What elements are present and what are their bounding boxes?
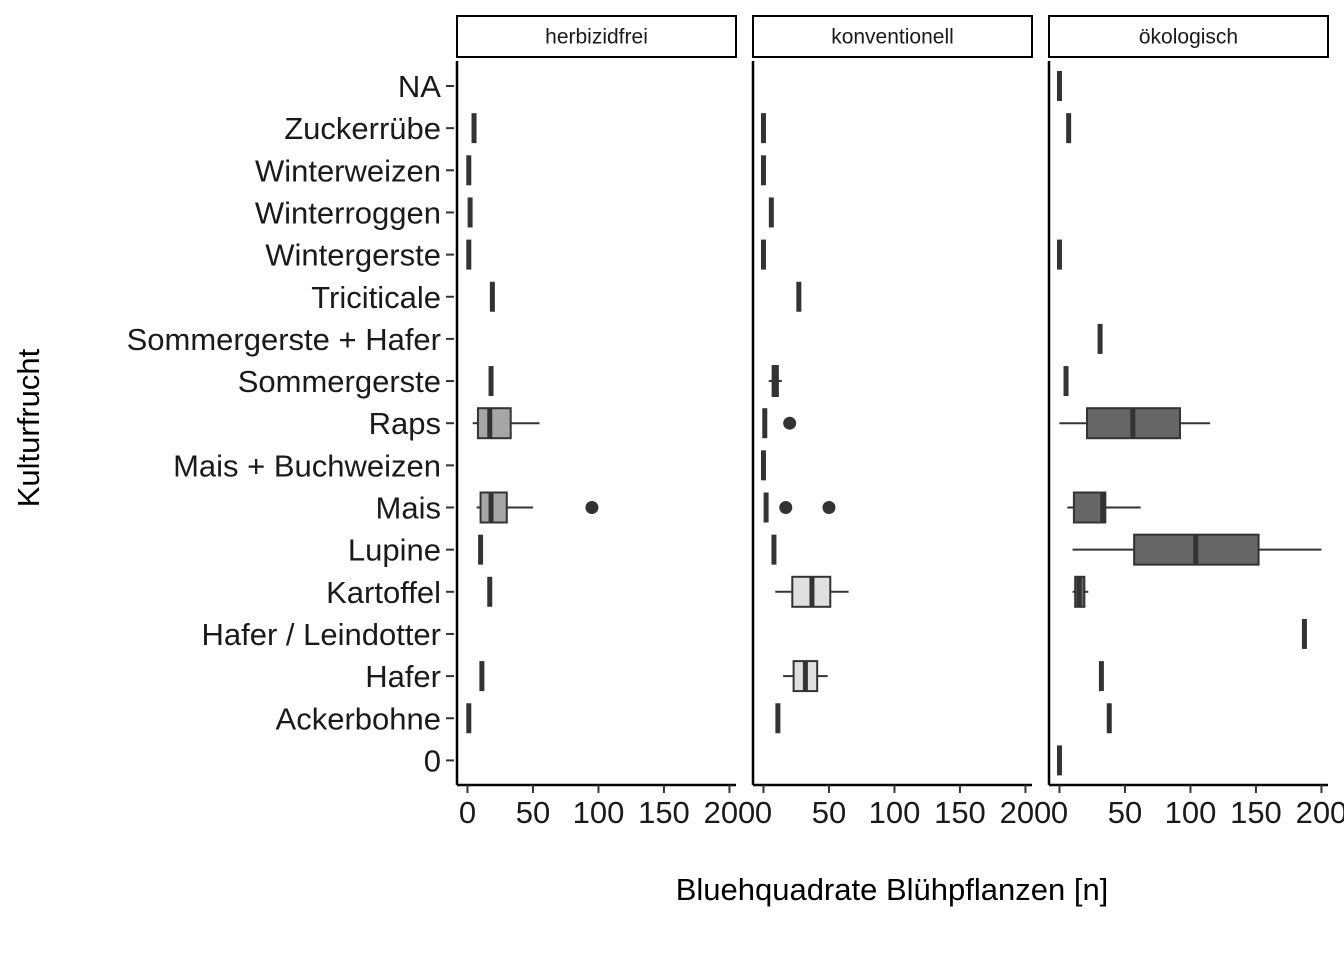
y-tick-label: Sommergerste — [238, 364, 441, 399]
x-tick-label: 100 — [1165, 795, 1217, 830]
outlier-point — [783, 416, 797, 430]
box-group — [783, 660, 828, 693]
x-tick-label: 200 — [1000, 795, 1052, 830]
x-tick-label: 0 — [1051, 795, 1068, 830]
outlier-point — [822, 501, 836, 514]
y-axis: NA Zuckerrübe Winterweizen Winterroggen Wint… — [127, 69, 454, 778]
x-tick-label: 200 — [704, 795, 756, 830]
facet-strip — [752, 15, 1033, 58]
y-tick-label: NA — [398, 69, 441, 104]
y-tick-label: Kartoffel — [326, 575, 441, 610]
y-tick-label: Winterweizen — [255, 153, 441, 188]
y-tick-label: Winterroggen — [255, 195, 441, 230]
outlier-point — [585, 501, 599, 514]
x-tick-label: 50 — [812, 795, 846, 830]
facet-panel: herbizidfrei 0 50 100 150 200 — [455, 15, 756, 830]
y-tick-label: 0 — [424, 743, 441, 778]
x-tick-label: 200 — [1296, 795, 1344, 830]
outlier-point — [779, 501, 793, 514]
box-group — [472, 407, 540, 440]
y-tick-label: Triciticale — [311, 280, 441, 315]
y-tick-label: Raps — [369, 406, 441, 441]
y-tick-label: Sommergerste + Hafer — [127, 322, 441, 357]
x-tick-label: 50 — [1108, 795, 1142, 830]
x-tick-label: 150 — [638, 795, 690, 830]
box-body — [476, 407, 512, 440]
box-body — [479, 491, 508, 524]
box-group — [1072, 533, 1322, 566]
box-group — [763, 492, 836, 523]
x-tick-label: 50 — [516, 795, 550, 830]
facet-strip-label: ökologisch — [1139, 26, 1238, 49]
box-group — [775, 575, 849, 608]
y-tick-label: Zuckerrübe — [284, 111, 441, 146]
x-axis-title: Bluehquadrate Blühpflanzen [n] — [676, 872, 1109, 907]
x-tick-label: 0 — [459, 795, 476, 830]
x-tick-label: 150 — [1230, 795, 1282, 830]
y-tick-label: Mais — [376, 491, 441, 526]
y-axis-title: Kulturfrucht — [11, 348, 46, 507]
y-tick-label: Hafer / Leindotter — [201, 617, 441, 652]
x-tick-label: 150 — [934, 795, 986, 830]
facet-panel: ökologisch 0 50 100 150 200 — [1047, 15, 1344, 830]
x-tick-label: 100 — [573, 795, 625, 830]
panels-layer: herbizidfrei 0 50 100 150 200 konventionell 0 50… — [455, 15, 1344, 830]
facet-panel: konventionell 0 50 100 150 200 — [751, 15, 1052, 830]
box-group — [1072, 575, 1089, 608]
facet-strip — [456, 15, 737, 58]
facet-strip-label: herbizidfrei — [545, 26, 648, 49]
box-group — [476, 491, 599, 524]
x-tick-label: 100 — [869, 795, 921, 830]
y-tick-label: Ackerbohne — [276, 701, 441, 736]
box-group — [1059, 407, 1211, 440]
y-tick-label: Mais + Buchweizen — [173, 448, 441, 483]
x-tick-label: 0 — [755, 795, 772, 830]
box-group — [762, 408, 797, 439]
y-tick-label: Lupine — [348, 533, 441, 568]
facet-strip-label: konventionell — [831, 26, 954, 49]
facet-strip — [1048, 15, 1329, 58]
box-group — [768, 365, 782, 398]
box-body — [1072, 491, 1107, 524]
y-tick-label: Wintergerste — [265, 238, 441, 273]
y-tick-label: Hafer — [365, 659, 441, 694]
box-group — [1067, 491, 1141, 524]
